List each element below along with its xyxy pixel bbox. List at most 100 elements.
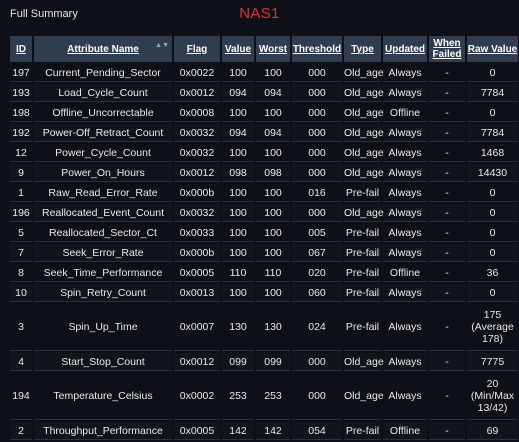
table-row[interactable]: 197 Current_Pending_Sector 0x0022 100 100 000… bbox=[10, 64, 518, 82]
cell-raw: 1468 bbox=[467, 144, 518, 162]
cell-type: Old_age bbox=[344, 144, 384, 162]
cell-id: 194 bbox=[10, 373, 32, 420]
cell-when-failed: - bbox=[429, 84, 465, 102]
table-row[interactable]: 7 Seek_Error_Rate 0x000b 100 100 067 Pre-fail A… bbox=[10, 244, 518, 262]
cell-value: 100 bbox=[222, 64, 254, 82]
cell-flag: 0x000b bbox=[174, 244, 220, 262]
cell-id: 192 bbox=[10, 124, 32, 142]
cell-worst: 099 bbox=[256, 353, 290, 371]
table-row[interactable]: 12 Power_Cycle_Count 0x0032 100 100 000 Old_ag… bbox=[10, 144, 518, 162]
cell-value: 110 bbox=[222, 264, 254, 282]
column-header-when-failed[interactable]: When Failed bbox=[429, 36, 465, 62]
cell-worst: 253 bbox=[256, 373, 290, 420]
cell-name: Temperature_Celsius bbox=[34, 373, 172, 420]
cell-id: 3 bbox=[10, 304, 32, 351]
cell-raw: 0 bbox=[467, 184, 518, 202]
cell-raw: 14430 bbox=[467, 164, 518, 182]
cell-name: Power-Off_Retract_Count bbox=[34, 124, 172, 142]
cell-raw: 0 bbox=[467, 204, 518, 222]
cell-id: 12 bbox=[10, 144, 32, 162]
smart-attributes-table: ID Attribute Name ▲▼ Flag Value Worst Threshol… bbox=[8, 34, 519, 442]
cell-threshold: 005 bbox=[292, 224, 342, 242]
cell-value: 099 bbox=[222, 353, 254, 371]
table-row[interactable]: 196 Reallocated_Event_Count 0x0032 100 100 00… bbox=[10, 204, 518, 222]
table-row[interactable]: 8 Seek_Time_Performance 0x0005 110 110 020 Pre… bbox=[10, 264, 518, 282]
column-header-updated[interactable]: Updated bbox=[383, 36, 427, 62]
cell-worst: 100 bbox=[256, 284, 290, 302]
cell-updated: Always bbox=[383, 353, 427, 371]
table-row[interactable]: 193 Load_Cycle_Count 0x0012 094 094 000 Old_ag… bbox=[10, 84, 518, 102]
cell-id: 1 bbox=[10, 184, 32, 202]
cell-updated: Always bbox=[383, 84, 427, 102]
cell-worst: 100 bbox=[256, 224, 290, 242]
cell-threshold: 016 bbox=[292, 184, 342, 202]
table-row[interactable]: 198 Offline_Uncorrectable 0x0008 100 100 000 O… bbox=[10, 104, 518, 122]
cell-raw: 36 bbox=[467, 264, 518, 282]
cell-threshold: 067 bbox=[292, 244, 342, 262]
column-header-id[interactable]: ID bbox=[10, 36, 32, 62]
cell-updated: Offline bbox=[383, 104, 427, 122]
column-header-label: When Failed bbox=[432, 38, 462, 60]
cell-threshold: 000 bbox=[292, 353, 342, 371]
cell-value: 100 bbox=[222, 204, 254, 222]
cell-flag: 0x0002 bbox=[174, 373, 220, 420]
table-row[interactable]: 10 Spin_Retry_Count 0x0013 100 100 060 Pre-fai… bbox=[10, 284, 518, 302]
column-header-raw[interactable]: Raw Value bbox=[467, 36, 518, 62]
table-row[interactable]: 9 Power_On_Hours 0x0012 098 098 000 Old_age Alw… bbox=[10, 164, 518, 182]
cell-name: Load_Cycle_Count bbox=[34, 84, 172, 102]
cell-flag: 0x0032 bbox=[174, 204, 220, 222]
cell-raw: 0 bbox=[467, 244, 518, 262]
column-header-flag[interactable]: Flag bbox=[174, 36, 220, 62]
column-header-label: Updated bbox=[385, 43, 425, 55]
cell-when-failed: - bbox=[429, 373, 465, 420]
cell-when-failed: - bbox=[429, 284, 465, 302]
cell-threshold: 000 bbox=[292, 204, 342, 222]
cell-value: 098 bbox=[222, 164, 254, 182]
cell-type: Old_age bbox=[344, 124, 384, 142]
column-header-name[interactable]: Attribute Name ▲▼ bbox=[34, 36, 172, 62]
cell-when-failed: - bbox=[429, 244, 465, 262]
column-header-type[interactable]: Type bbox=[344, 36, 381, 62]
table-row[interactable]: 4 Start_Stop_Count 0x0012 099 099 000 Old_age A… bbox=[10, 353, 518, 371]
cell-id: 9 bbox=[10, 164, 32, 182]
cell-flag: 0x0007 bbox=[174, 304, 220, 351]
cell-id: 196 bbox=[10, 204, 32, 222]
cell-type: Pre-fail bbox=[344, 284, 381, 302]
cell-id: 4 bbox=[10, 353, 32, 371]
cell-updated: Always bbox=[383, 164, 427, 182]
cell-value: 100 bbox=[222, 184, 254, 202]
cell-type: Old_age bbox=[344, 164, 384, 182]
cell-worst: 100 bbox=[256, 204, 290, 222]
cell-worst: 098 bbox=[256, 164, 290, 182]
sort-icon[interactable]: ▲▼ bbox=[155, 42, 169, 49]
cell-type: Pre-fail bbox=[344, 244, 381, 262]
cell-worst: 094 bbox=[256, 84, 290, 102]
cell-threshold: 000 bbox=[292, 373, 342, 420]
table-row[interactable]: 192 Power-Off_Retract_Count 0x0032 094 094 00… bbox=[10, 124, 518, 142]
table-row[interactable]: 3 Spin_Up_Time 0x0007 130 130 024 Pre-fail Alwa… bbox=[10, 304, 518, 351]
column-header-label: Worst bbox=[258, 43, 288, 55]
smart-table-container: ID Attribute Name ▲▼ Flag Value Worst Threshol… bbox=[8, 34, 518, 442]
table-row[interactable]: 5 Reallocated_Sector_Ct 0x0033 100 100 005 Pre… bbox=[10, 224, 518, 242]
cell-id: 5 bbox=[10, 224, 32, 242]
cell-name: Reallocated_Sector_Ct bbox=[34, 224, 172, 242]
cell-type: Pre-fail bbox=[344, 304, 381, 351]
column-header-threshold[interactable]: Threshold bbox=[292, 36, 342, 62]
cell-flag: 0x000b bbox=[174, 184, 220, 202]
table-row[interactable]: 2 Throughput_Performance 0x0005 142 142 054 Pr… bbox=[10, 422, 518, 440]
cell-threshold: 000 bbox=[292, 64, 342, 82]
cell-value: 100 bbox=[222, 224, 254, 242]
table-row[interactable]: 194 Temperature_Celsius 0x0002 253 253 000 Old… bbox=[10, 373, 518, 420]
column-header-worst[interactable]: Worst bbox=[256, 36, 290, 62]
cell-value: 094 bbox=[222, 84, 254, 102]
column-header-label: Attribute Name bbox=[67, 43, 139, 55]
cell-name: Seek_Error_Rate bbox=[34, 244, 172, 262]
cell-threshold: 000 bbox=[292, 104, 342, 122]
cell-flag: 0x0012 bbox=[174, 164, 220, 182]
table-row[interactable]: 1 Raw_Read_Error_Rate 0x000b 100 100 016 Pre-f… bbox=[10, 184, 518, 202]
cell-updated: Offline bbox=[383, 422, 427, 440]
cell-worst: 100 bbox=[256, 244, 290, 262]
cell-when-failed: - bbox=[429, 144, 465, 162]
cell-id: 2 bbox=[10, 422, 32, 440]
column-header-value[interactable]: Value bbox=[222, 36, 254, 62]
